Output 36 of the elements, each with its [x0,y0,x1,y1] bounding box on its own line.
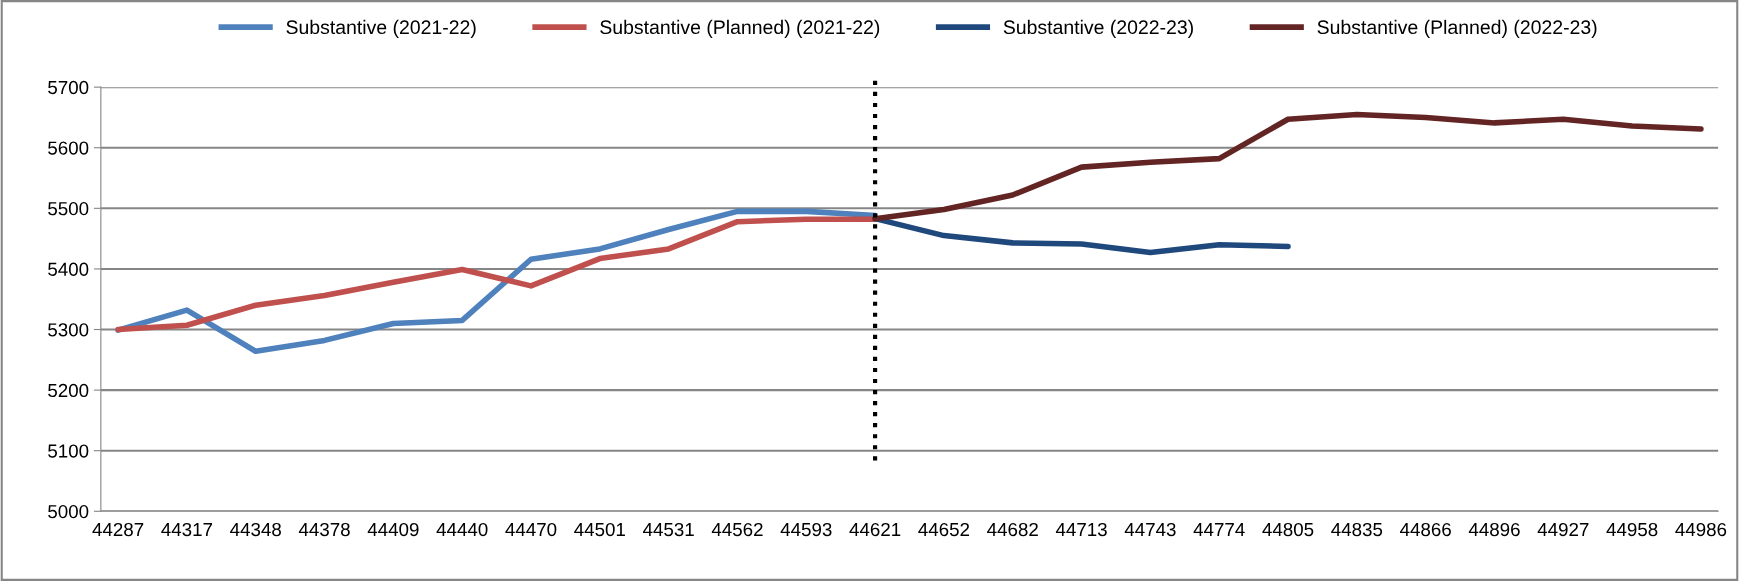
x-tick-label: 44743 [1124,522,1176,537]
x-tick-label: 44835 [1331,522,1383,537]
x-tick-label: 44774 [1193,523,1245,536]
x-tick-label: 44317 [161,522,213,537]
x-tick-label: 44562 [711,522,763,537]
x-tick-label: 44593 [780,522,832,537]
x-tick-label: 44682 [987,522,1038,537]
x-tick-label: 44287 [92,522,144,537]
x-tick-label: 44621 [849,522,901,537]
x-tick-label: 44713 [1055,522,1107,537]
x-tick-label: 44348 [230,522,281,537]
x-tick-label: 44440 [436,522,488,537]
y-tick-label: 5500 [48,202,89,216]
x-tick-label: 44531 [642,522,694,537]
y-tick-label: 5000 [48,504,89,519]
legend-label: Substantive (Planned) (2022-23) [1317,19,1597,38]
legend-label: Substantive (Planned) (2021-22) [600,19,880,38]
x-tick-label: 44805 [1262,522,1314,537]
y-tick-label: 5400 [48,262,89,276]
y-tick-label: 5200 [48,383,89,398]
x-tick-label: 44986 [1675,522,1727,537]
legend-label: Substantive (2021-22) [286,19,476,38]
y-tick-label: 5700 [48,80,89,95]
x-tick-label: 44927 [1537,522,1589,537]
y-tick-label: 5100 [48,444,89,458]
x-tick-label: 44409 [367,522,419,537]
y-tick-label: 5300 [48,323,89,337]
x-tick-label: 44378 [298,522,350,537]
legend-label: Substantive (2022-23) [1003,19,1193,38]
x-tick-label: 44896 [1468,522,1520,537]
x-tick-label: 44866 [1400,522,1451,537]
x-tick-label: 44958 [1606,522,1658,537]
y-tick-label: 5600 [48,141,89,155]
x-tick-label: 44501 [574,522,625,537]
x-tick-label: 44652 [918,522,970,537]
x-tick-label: 44470 [505,522,557,537]
